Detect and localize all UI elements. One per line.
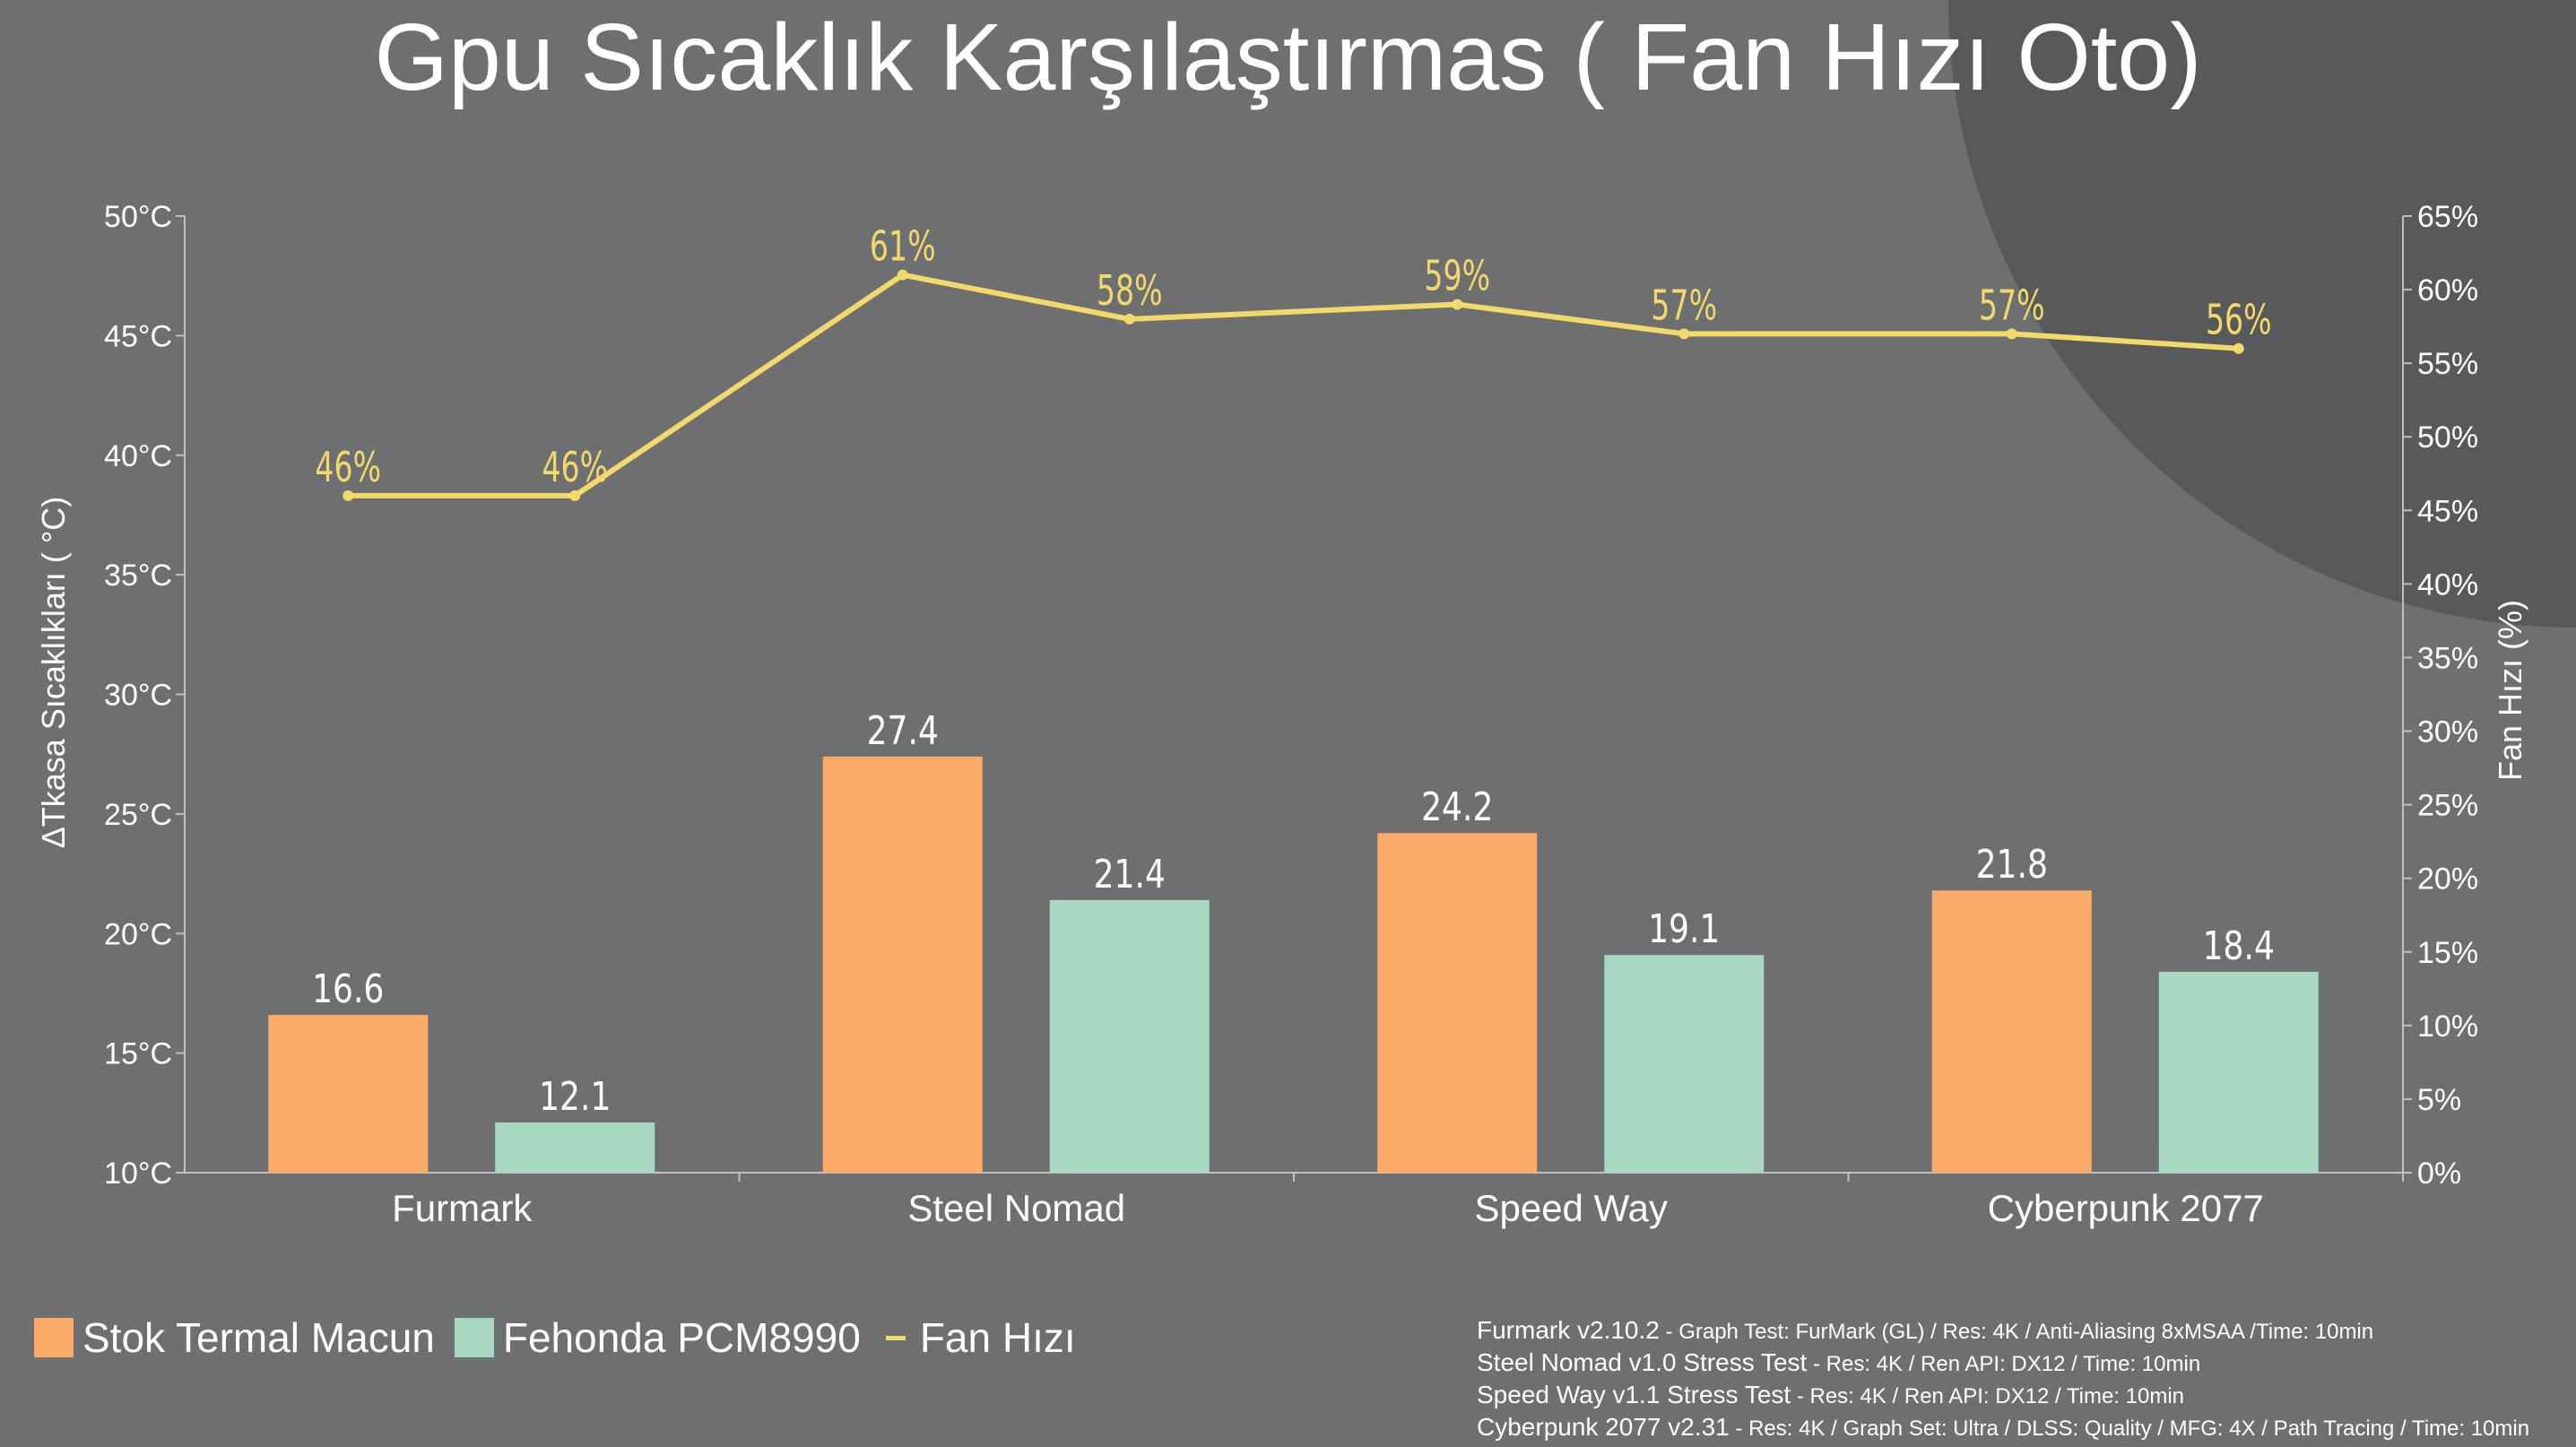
fan-speed-label: 59% [1424, 253, 1490, 300]
fan-speed-label: 58% [1097, 268, 1163, 316]
y2-tick-label: 50% [2417, 420, 2478, 455]
y2-tick-label: 25% [2417, 789, 2478, 823]
y2-tick-label: 0% [2417, 1157, 2461, 1191]
fan-speed-point [343, 490, 354, 501]
fan-speed-point [2233, 342, 2244, 354]
x-tick-label: Cyberpunk 2077 [1988, 1187, 2264, 1229]
bar-data-label: 19.1 [1648, 907, 1720, 952]
legend: Stok Termal Macun Fehonda PCM8990 Fan Hı… [34, 1311, 1096, 1365]
bar-data-label: 12.1 [539, 1075, 611, 1120]
note-spec: - Res: 4K / Ren API: DX12 / Time: 10min [1791, 1384, 2185, 1408]
corner-decoration [1948, 0, 2576, 628]
bar-data-label: 21.4 [1094, 853, 1166, 897]
fan-speed-label: 61% [870, 223, 936, 271]
legend-swatch-stock [34, 1318, 74, 1357]
bar-fehonda [495, 1122, 655, 1173]
fan-speed-point [897, 269, 908, 281]
y2-tick-label: 15% [2417, 936, 2478, 970]
y2-tick-label: 45% [2417, 494, 2478, 528]
note-bench: Cyberpunk 2077 v2.31 [1477, 1413, 1730, 1441]
y-tick-label: 40°C [104, 439, 172, 473]
fan-speed-point [569, 490, 581, 501]
y-tick-label: 50°C [104, 200, 172, 234]
note-bench: Furmark v2.10.2 [1477, 1316, 1660, 1344]
note-spec: - Res: 4K / Ren API: DX12 / Time: 10min [1807, 1352, 2201, 1376]
legend-label-fehonda: Fehonda PCM8990 [502, 1314, 861, 1361]
bar-data-label: 24.2 [1421, 785, 1493, 830]
bar-data-label: 27.4 [867, 708, 939, 753]
legend-label-fan: Fan Hızı [919, 1314, 1076, 1361]
y2-axis-label: Fan Hızı (%) [2492, 600, 2528, 781]
bar-series: 16.6 27.4 24.2 21.8 12.1 21.4 19.1 18.4 [268, 708, 2319, 1173]
y2-tick-label: 65% [2417, 200, 2478, 234]
bar-data-label: 16.6 [312, 967, 384, 1012]
y2-tick-label: 10% [2417, 1009, 2478, 1044]
fan-speed-series: 46% 46% 61% 58% 59% 57% 57% 56% [315, 223, 2272, 501]
y-tick-label: 25°C [104, 798, 172, 832]
y2-tick-label: 40% [2417, 568, 2478, 602]
bar-stock [822, 756, 983, 1173]
chart-axes: 10°C 15°C 20°C 25°C 30°C 35°C 40°C 45°C 50°C 0% 5%… [104, 200, 2478, 1229]
y-tick-label: 10°C [104, 1157, 172, 1191]
note-bench: Speed Way v1.1 Stress Test [1477, 1381, 1791, 1408]
bar-fehonda [2158, 971, 2319, 1173]
legend-label-stock: Stok Termal Macun [82, 1314, 435, 1361]
x-tick-label: Steel Nomad [907, 1187, 1125, 1229]
legend-item-fehonda: Fehonda PCM8990 [454, 1313, 861, 1362]
bar-stock [1931, 890, 2092, 1173]
fan-speed-label: 56% [2206, 297, 2272, 344]
fan-speed-label: 46% [542, 445, 608, 492]
y2-tick-label: 35% [2417, 641, 2478, 675]
y-tick-label: 35°C [104, 559, 172, 593]
note-speed-way: Speed Way v1.1 Stress Test - Res: 4K / R… [1477, 1380, 2566, 1412]
chart-title: Gpu Sıcaklık Karşılaştırmas ( Fan Hızı O… [374, 4, 2202, 110]
fan-speed-point [1452, 299, 1463, 310]
note-spec: - Res: 4K / Graph Set: Ultra / DLSS: Qua… [1729, 1417, 2530, 1441]
fan-speed-point [2006, 328, 2017, 340]
note-furmark: Furmark v2.10.2 - Graph Test: FurMark (G… [1477, 1315, 2566, 1347]
note-cyberpunk: Cyberpunk 2077 v2.31 - Res: 4K / Graph S… [1477, 1412, 2566, 1444]
y-tick-label: 15°C [104, 1037, 172, 1071]
legend-swatch-fan [885, 1335, 906, 1340]
note-steel-nomad: Steel Nomad v1.0 Stress Test - Res: 4K /… [1477, 1347, 2566, 1380]
fan-speed-label: 57% [1979, 282, 2045, 330]
y2-tick-label: 30% [2417, 715, 2478, 749]
legend-swatch-fehonda [454, 1318, 494, 1357]
bar-stock [268, 1014, 429, 1173]
y-tick-label: 45°C [104, 319, 172, 353]
fan-speed-label: 57% [1651, 282, 1717, 330]
y2-tick-label: 55% [2417, 347, 2478, 381]
x-tick-label: Furmark [392, 1187, 533, 1229]
y2-tick-label: 60% [2417, 273, 2478, 308]
benchmark-notes: Furmark v2.10.2 - Graph Test: FurMark (G… [1477, 1315, 2566, 1444]
fan-speed-point [1123, 313, 1135, 325]
y-tick-label: 30°C [104, 679, 172, 713]
bar-data-label: 18.4 [2203, 924, 2275, 969]
y-tick-label: 20°C [104, 917, 172, 951]
legend-item-fan: Fan Hızı [880, 1313, 1076, 1362]
bar-fehonda [1049, 899, 1210, 1173]
fan-speed-point [1678, 328, 1690, 340]
y-axis-label: ΔTkasa Sıcaklıkları ( °C) [35, 497, 72, 849]
bar-fehonda [1604, 955, 1765, 1173]
y2-tick-label: 20% [2417, 862, 2478, 897]
fan-speed-line [348, 272, 2239, 498]
bar-data-label: 21.8 [1976, 843, 2048, 888]
note-bench: Steel Nomad v1.0 Stress Test [1477, 1348, 1808, 1376]
x-tick-label: Speed Way [1474, 1187, 1668, 1229]
legend-item-stock: Stok Termal Macun [34, 1313, 435, 1362]
bar-stock [1377, 833, 1538, 1173]
y2-tick-label: 5% [2417, 1083, 2461, 1117]
fan-speed-label: 46% [315, 445, 381, 492]
note-spec: - Graph Test: FurMark (GL) / Res: 4K / A… [1659, 1320, 2374, 1344]
